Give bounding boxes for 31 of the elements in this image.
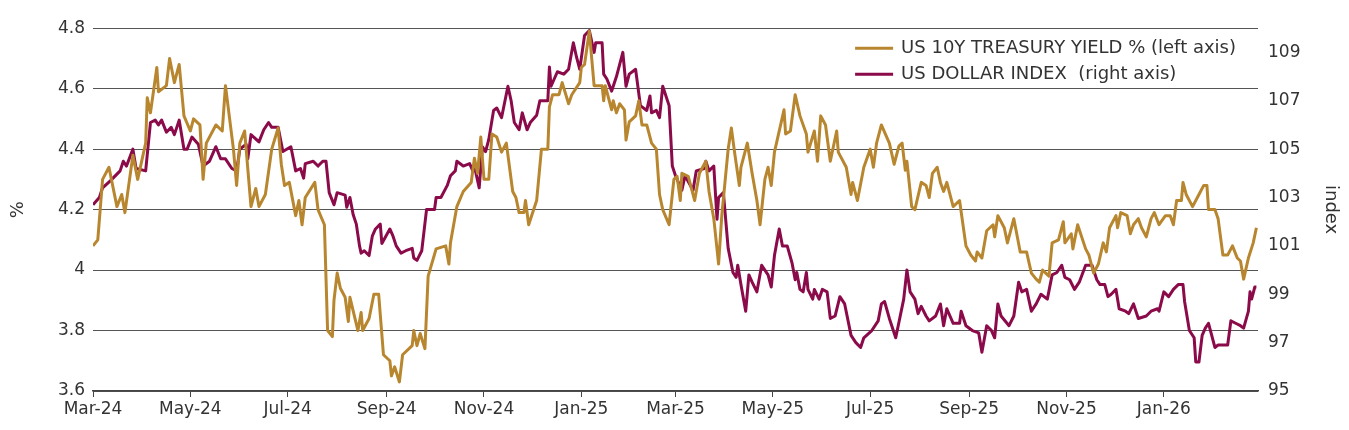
y-tick-label: 3.6: [57, 379, 85, 400]
y2-axis-title: index: [1321, 184, 1343, 235]
x-tick-label: Jul-25: [845, 397, 895, 418]
y2-tick-label: 105: [1268, 137, 1301, 158]
x-tick-label: Mar-24: [63, 397, 123, 418]
y-tick-label: 4.4: [57, 137, 85, 158]
y-tick-label: 4: [74, 258, 85, 279]
y-tick-label: 4.6: [57, 77, 85, 98]
y2-tick-label: 107: [1268, 89, 1301, 110]
x-tick-label: May-25: [741, 397, 805, 418]
x-tick-label: Mar-25: [646, 397, 705, 418]
x-tick-label: Jan-25: [553, 397, 609, 418]
x-tick-label: May-24: [159, 397, 222, 418]
legend-label: US DOLLAR INDEX (right axis): [901, 61, 1177, 83]
x-tick-label: Sep-24: [356, 397, 417, 418]
legend-label: US 10Y TREASURY YIELD % (left axis): [901, 35, 1237, 57]
x-tick-label: Sep-25: [939, 397, 1000, 418]
y2-tick-label: 99: [1268, 282, 1290, 303]
y2-tick-label: 101: [1268, 234, 1301, 255]
y-tick-label: 3.8: [57, 318, 85, 339]
y2-tick-label: 95: [1268, 379, 1290, 400]
y2-tick-label: 109: [1268, 40, 1301, 61]
x-tick-label: Nov-25: [1036, 397, 1097, 418]
x-tick-label: Jul-24: [262, 397, 312, 418]
y-tick-label: 4.8: [57, 16, 85, 37]
y2-tick-label: 103: [1268, 185, 1301, 206]
x-tick-label: Jan-26: [1135, 397, 1191, 418]
y-tick-label: 4.2: [57, 198, 85, 219]
y-axis-title: %: [6, 201, 28, 219]
x-tick-label: Nov-24: [453, 397, 515, 418]
y2-tick-label: 97: [1268, 331, 1290, 352]
